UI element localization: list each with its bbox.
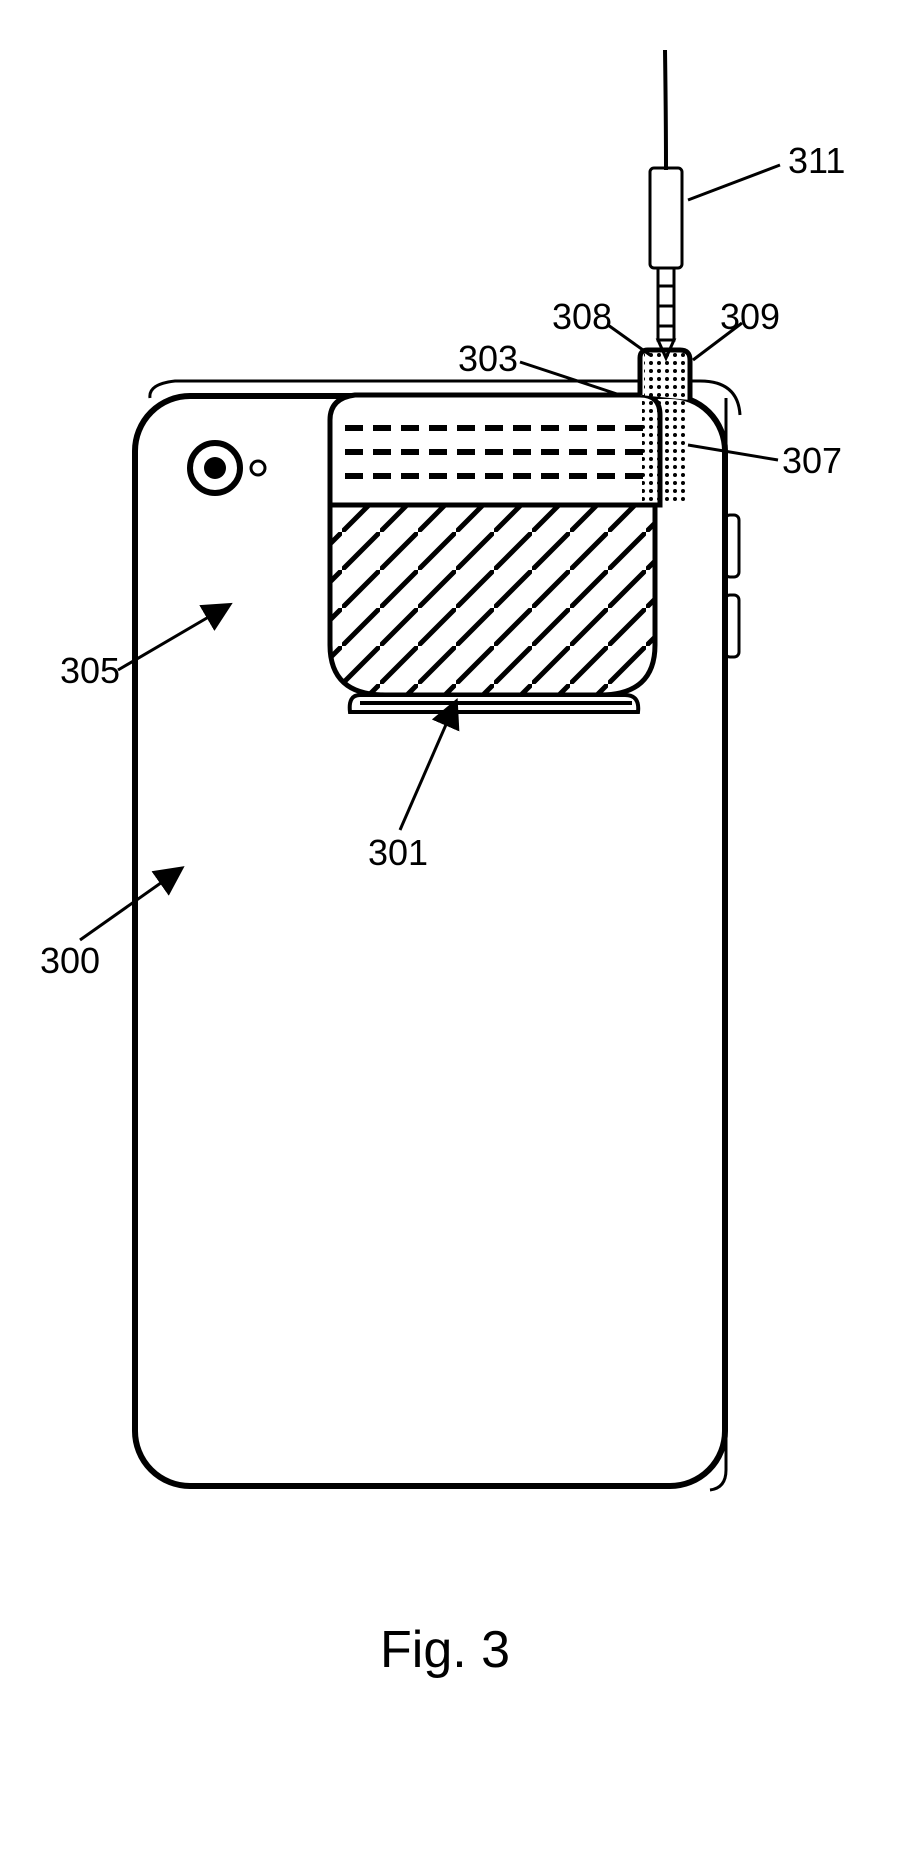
label-300: 300 xyxy=(40,940,100,982)
label-301: 301 xyxy=(368,832,428,874)
label-303: 303 xyxy=(458,338,518,380)
figure-svg xyxy=(0,0,901,1862)
figure-canvas: 311 308 309 303 307 305 301 300 Fig. 3 xyxy=(0,0,901,1862)
label-309: 309 xyxy=(720,296,780,338)
figure-caption: Fig. 3 xyxy=(380,1620,510,1680)
label-305: 305 xyxy=(60,650,120,692)
label-307: 307 xyxy=(782,440,842,482)
label-308: 308 xyxy=(552,296,612,338)
label-311: 311 xyxy=(788,140,845,182)
